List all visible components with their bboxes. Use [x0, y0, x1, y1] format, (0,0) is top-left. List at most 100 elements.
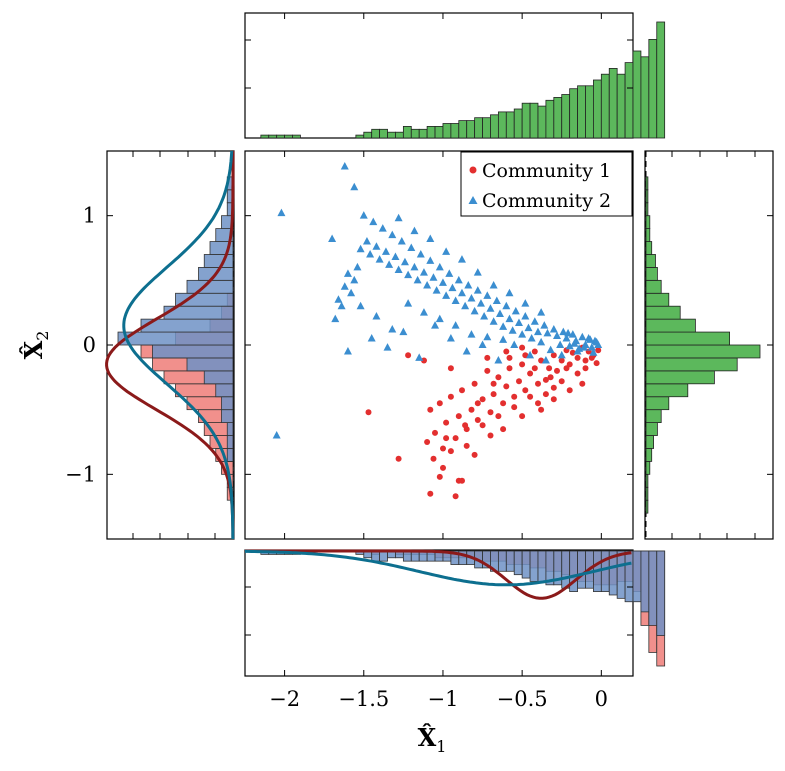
left-hist-bar-community2	[226, 422, 234, 436]
point-community-2	[549, 324, 558, 333]
bottom-hist-bar-community2	[521, 550, 531, 579]
point-community-2	[564, 328, 573, 337]
point-community-1	[427, 490, 434, 497]
point-community-1	[506, 365, 513, 372]
point-community-1	[506, 354, 513, 361]
point-community-1	[554, 367, 560, 374]
point-community-2	[426, 256, 435, 264]
point-community-2	[514, 318, 523, 327]
point-community-2	[419, 268, 428, 276]
point-community-2	[383, 343, 392, 351]
point-community-2	[570, 339, 579, 347]
top-hist-bar	[292, 134, 301, 139]
point-community-1	[516, 378, 522, 385]
top-hist-bar	[608, 68, 618, 139]
point-community-1	[440, 464, 446, 471]
point-community-1	[527, 370, 534, 377]
point-community-2	[464, 281, 473, 289]
top-hist-bar	[593, 79, 602, 139]
x-tick-label: −1	[427, 687, 458, 711]
left-marginal-histogram	[105, 150, 235, 540]
point-community-2	[375, 255, 384, 263]
left-hist-bar-community2	[221, 409, 234, 423]
point-community-1	[550, 396, 557, 403]
point-community-2	[480, 312, 489, 320]
bottom-hist-bar-community2	[561, 550, 571, 589]
point-community-2	[451, 296, 460, 305]
point-community-2	[404, 270, 413, 279]
point-community-2	[343, 269, 352, 277]
point-community-2	[494, 356, 503, 364]
point-community-2	[543, 328, 552, 337]
point-community-1	[484, 354, 491, 361]
bottom-hist-bar-community2	[624, 550, 634, 603]
top-hist-bar	[363, 131, 373, 139]
point-community-2	[557, 350, 566, 359]
point-community-2	[272, 431, 281, 439]
top-hist-bar	[545, 99, 555, 139]
point-community-1	[563, 365, 570, 372]
top-hist-bar	[276, 134, 285, 139]
bottom-hist-bar-community2	[537, 550, 547, 582]
point-community-1	[538, 357, 545, 364]
top-hist-bar	[458, 120, 468, 139]
point-community-1	[436, 473, 443, 480]
point-community-1	[430, 455, 437, 462]
top-hist-bar	[577, 85, 586, 139]
top-hist-bar	[648, 39, 658, 139]
point-community-1	[542, 391, 549, 398]
point-community-1	[487, 409, 494, 416]
bottom-hist-bar-community2	[632, 550, 642, 603]
point-community-1	[490, 380, 497, 387]
point-community-2	[540, 321, 549, 329]
bottom-hist-bar-community2	[640, 550, 650, 613]
point-community-2	[499, 335, 508, 343]
point-community-2	[404, 299, 413, 307]
point-community-2	[587, 343, 596, 351]
top-hist-bar	[497, 111, 507, 139]
point-community-2	[578, 332, 587, 341]
legend-box	[460, 151, 633, 217]
point-community-2	[410, 262, 419, 271]
point-community-1	[474, 400, 481, 407]
point-community-2	[486, 304, 495, 312]
top-hist-bar	[482, 117, 491, 139]
point-community-1	[479, 396, 486, 403]
point-community-1	[495, 413, 502, 420]
point-community-2	[369, 217, 378, 226]
point-community-1	[588, 354, 595, 361]
point-community-2	[435, 314, 444, 323]
point-community-1	[550, 384, 557, 391]
top-hist-bar	[561, 94, 571, 139]
point-community-1	[566, 387, 573, 394]
legend-marker-community-1	[469, 166, 477, 174]
point-community-2	[518, 330, 527, 338]
top-hist-bar	[410, 128, 420, 139]
right-hist-bar	[645, 331, 730, 346]
right-hist-bar	[645, 189, 649, 204]
point-community-2	[435, 262, 444, 271]
point-community-2	[524, 323, 533, 332]
point-community-2	[467, 330, 476, 338]
right-hist-bar	[645, 396, 670, 411]
point-community-1	[405, 352, 412, 359]
point-community-1	[542, 376, 549, 383]
point-community-2	[426, 234, 435, 242]
point-community-2	[546, 345, 555, 354]
point-community-2	[328, 234, 337, 242]
point-community-1	[447, 393, 454, 400]
legend-marker-community-2	[468, 196, 478, 204]
right-hist-bar	[645, 241, 653, 255]
point-community-1	[463, 442, 470, 449]
x-tick-label: −2	[269, 687, 300, 711]
bottom-hist-bar-community2	[513, 550, 523, 576]
point-community-1	[519, 361, 526, 368]
bottom-marginal-frame	[244, 549, 634, 677]
left-hist-bar-community2	[175, 292, 234, 307]
point-community-2	[359, 211, 368, 219]
left-hist-bar-community2	[152, 344, 234, 359]
top-hist-bar	[450, 123, 460, 139]
top-hist-bar	[656, 21, 666, 139]
point-community-2	[415, 353, 424, 361]
point-community-2	[410, 226, 419, 235]
